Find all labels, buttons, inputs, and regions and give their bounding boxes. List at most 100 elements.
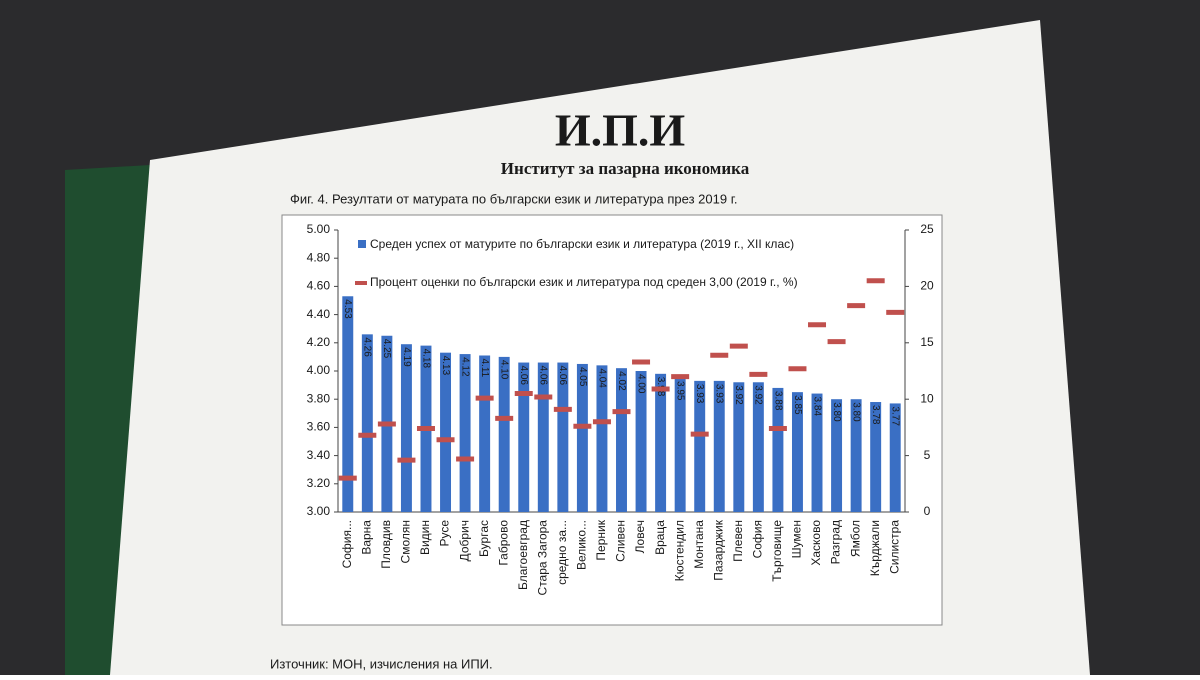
- chart-title: Фиг. 4. Резултати от матурата по българс…: [290, 191, 737, 206]
- bar-value-label: 4.13: [440, 356, 451, 376]
- bar-value-label: 3.85: [792, 395, 803, 415]
- y-tick-label: 4.20: [307, 335, 331, 349]
- legend-label: Среден успех от матурите по български ез…: [370, 237, 794, 251]
- bar: [850, 399, 862, 512]
- bar: [674, 378, 686, 512]
- bar: [576, 363, 588, 512]
- x-tick-label: Сливен: [614, 520, 628, 562]
- x-tick-label: Пловдив: [379, 520, 393, 569]
- bar-value-label: 4.06: [538, 366, 549, 386]
- y2-tick-label: 5: [924, 448, 931, 462]
- x-tick-label: Хасково: [809, 520, 823, 566]
- bar: [733, 382, 745, 512]
- bar: [889, 403, 901, 512]
- y-tick-label: 4.80: [307, 250, 331, 264]
- bar-value-label: 4.10: [499, 360, 510, 380]
- bar: [870, 402, 882, 512]
- y2-tick-label: 10: [920, 391, 934, 405]
- bar: [498, 356, 510, 512]
- x-tick-label: Видин: [418, 520, 432, 555]
- source: Източник: МОН, изчисления на ИПИ.: [270, 656, 493, 671]
- bar-value-label: 4.53: [342, 299, 353, 319]
- bar-value-label: 3.92: [733, 385, 744, 405]
- x-tick-label: Кюстендил: [672, 520, 686, 581]
- y-tick-label: 4.60: [307, 279, 331, 293]
- bar: [635, 371, 647, 512]
- bar-value-label: 3.80: [831, 402, 842, 422]
- x-tick-label: Търговище: [770, 520, 784, 582]
- y-tick-label: 4.40: [307, 307, 331, 321]
- bar-value-label: 4.02: [616, 371, 627, 391]
- x-tick-label: София...: [340, 520, 354, 568]
- logo-subtitle: Институт за пазарна икономика: [501, 159, 750, 178]
- x-tick-label: Ямбол: [848, 520, 862, 557]
- y2-tick-label: 20: [920, 279, 934, 293]
- bar-value-label: 4.25: [381, 339, 392, 359]
- bar: [518, 362, 530, 512]
- x-tick-label: Добрич: [457, 520, 471, 561]
- bar: [791, 392, 803, 512]
- x-tick-label: Монтана: [692, 520, 706, 569]
- bar-value-label: 4.18: [420, 349, 431, 369]
- bar: [655, 373, 667, 512]
- bar-value-label: 3.93: [694, 384, 705, 404]
- y-tick-label: 5.00: [307, 222, 331, 236]
- x-tick-label: Разград: [829, 520, 843, 564]
- bar: [361, 334, 373, 512]
- bar: [596, 365, 608, 512]
- x-tick-label: Велико...: [575, 520, 589, 570]
- bar-value-label: 4.26: [362, 337, 373, 357]
- y2-tick-label: 15: [920, 335, 934, 349]
- x-tick-label: Ловеч: [633, 520, 647, 553]
- bar: [831, 399, 843, 512]
- y-tick-label: 3.20: [307, 476, 331, 490]
- bar: [616, 368, 627, 512]
- bar-value-label: 3.92: [753, 385, 764, 405]
- x-tick-label: Благоевград: [516, 520, 530, 590]
- bar-value-label: 4.04: [596, 368, 607, 388]
- x-tick-label: Русе: [438, 520, 452, 547]
- bar-value-label: 4.19: [401, 347, 412, 367]
- bar: [557, 362, 569, 512]
- y-tick-label: 3.80: [307, 391, 331, 405]
- x-tick-label: Бургас: [477, 520, 491, 557]
- bar: [752, 382, 764, 512]
- bar-value-label: 4.00: [635, 374, 646, 394]
- x-tick-label: София: [751, 520, 765, 558]
- bar: [400, 344, 412, 512]
- y2-tick-label: 0: [924, 504, 931, 518]
- bar-value-label: 3.78: [870, 405, 881, 425]
- x-tick-label: Варна: [359, 520, 373, 555]
- bar: [713, 380, 725, 512]
- bar: [440, 352, 452, 512]
- bar-value-label: 4.05: [577, 367, 588, 387]
- x-tick-label: Силистра: [887, 520, 901, 574]
- bar-value-label: 4.06: [557, 366, 568, 386]
- bar-value-label: 4.12: [459, 357, 470, 377]
- bar-value-label: 3.95: [675, 381, 686, 401]
- bar-value-label: 3.84: [811, 397, 822, 417]
- y-tick-label: 3.00: [307, 504, 331, 518]
- legend-swatch-bar: [358, 240, 366, 248]
- legend-label: Процент оценки по български език и литер…: [370, 275, 798, 289]
- x-tick-label: Перник: [594, 519, 608, 560]
- bar-value-label: 3.77: [890, 406, 901, 426]
- bar-value-label: 3.80: [850, 402, 861, 422]
- y-tick-label: 4.00: [307, 363, 331, 377]
- x-tick-label: Габрово: [496, 520, 510, 566]
- x-tick-label: Пазарджик: [711, 519, 725, 580]
- y2-tick-label: 25: [920, 222, 934, 236]
- y-tick-label: 3.60: [307, 420, 331, 434]
- bar-value-label: 4.06: [518, 366, 529, 386]
- bar: [479, 355, 491, 512]
- bar-value-label: 3.93: [714, 384, 725, 404]
- x-tick-label: средно за...: [555, 520, 569, 585]
- bar: [772, 387, 784, 512]
- bar: [537, 362, 549, 512]
- logo: И.П.И: [555, 105, 686, 156]
- bar: [811, 393, 823, 512]
- x-tick-label: Смолян: [399, 520, 413, 563]
- bar: [694, 380, 706, 512]
- y-tick-label: 3.40: [307, 448, 331, 462]
